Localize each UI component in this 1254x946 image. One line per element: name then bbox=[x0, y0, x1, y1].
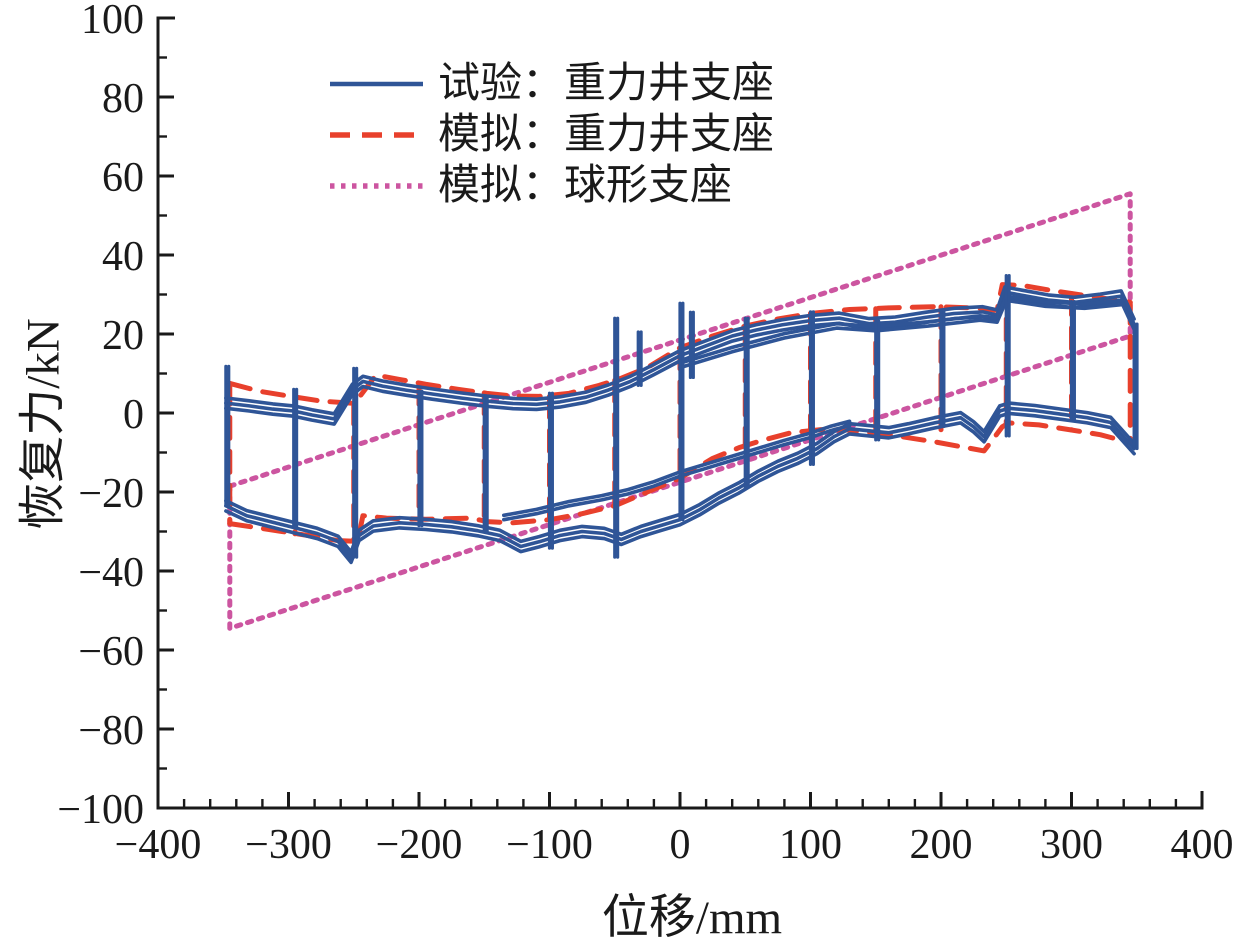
solid-line-swatch-icon bbox=[330, 81, 423, 86]
x-tick-label: 200 bbox=[910, 822, 973, 868]
y-tick-label: 40 bbox=[102, 234, 144, 280]
y-tick-label: −100 bbox=[57, 787, 144, 833]
y-axis-title: 恢复力/kN bbox=[17, 318, 70, 530]
series-path-sim-gravity-well-upper-envelope bbox=[227, 282, 1133, 406]
y-tick-label: 100 bbox=[81, 0, 144, 43]
series-path-test-gravity-well-lower-envelope bbox=[224, 411, 1136, 565]
legend-item-sim-spherical: 模拟：球形支座 bbox=[328, 160, 774, 211]
dashed-line-swatch-icon bbox=[330, 131, 423, 138]
x-tick-label: −400 bbox=[115, 822, 202, 868]
series-path-test-gravity-well-lower-inner-cycles bbox=[502, 423, 852, 522]
y-tick-label: −40 bbox=[78, 550, 144, 596]
x-tick-label: 300 bbox=[1040, 822, 1103, 868]
x-tick-label: −100 bbox=[506, 822, 593, 868]
y-tick-label: −20 bbox=[78, 471, 144, 517]
series-path-test-gravity-well-upper-inner-cycles bbox=[678, 298, 1126, 370]
legend-item-sim-gravity-well: 模拟：重力井支座 bbox=[328, 109, 774, 160]
x-axis-title: 位移/mm bbox=[601, 892, 783, 944]
series-path-test-gravity-well-upper-inner-cycles bbox=[678, 294, 1126, 365]
x-tick-label: 100 bbox=[779, 822, 842, 868]
x-tick-label: −300 bbox=[245, 822, 332, 868]
legend-label: 试验：重力井支座 bbox=[438, 60, 775, 107]
y-tick-label: 60 bbox=[102, 155, 144, 201]
y-tick-label: 80 bbox=[102, 76, 144, 122]
x-tick-label: −200 bbox=[376, 822, 463, 868]
legend-item-test-gravity-well: 试验：重力井支座 bbox=[328, 58, 774, 109]
y-tick-label: 0 bbox=[123, 392, 144, 438]
series-path-test-gravity-well-lower-envelope bbox=[224, 401, 1136, 554]
y-tick-label: −80 bbox=[78, 708, 144, 754]
x-tick-label: 0 bbox=[670, 822, 691, 868]
dotted-line-swatch-icon bbox=[330, 182, 423, 189]
series-path-sim-spherical-bearing-loop bbox=[227, 191, 1133, 631]
legend-label: 模拟：重力井支座 bbox=[438, 111, 775, 158]
series-path-test-gravity-well-lower-inner-cycles bbox=[502, 419, 852, 518]
legend: 试验：重力井支座 模拟：重力井支座 模拟：球形支座 bbox=[328, 58, 774, 211]
x-tick-label: 400 bbox=[1171, 822, 1234, 868]
y-tick-label: 20 bbox=[102, 313, 144, 359]
legend-label: 模拟：球形支座 bbox=[438, 162, 733, 209]
series-path-test-gravity-well-lower-envelope bbox=[224, 406, 1136, 559]
y-tick-label: −60 bbox=[78, 629, 144, 675]
